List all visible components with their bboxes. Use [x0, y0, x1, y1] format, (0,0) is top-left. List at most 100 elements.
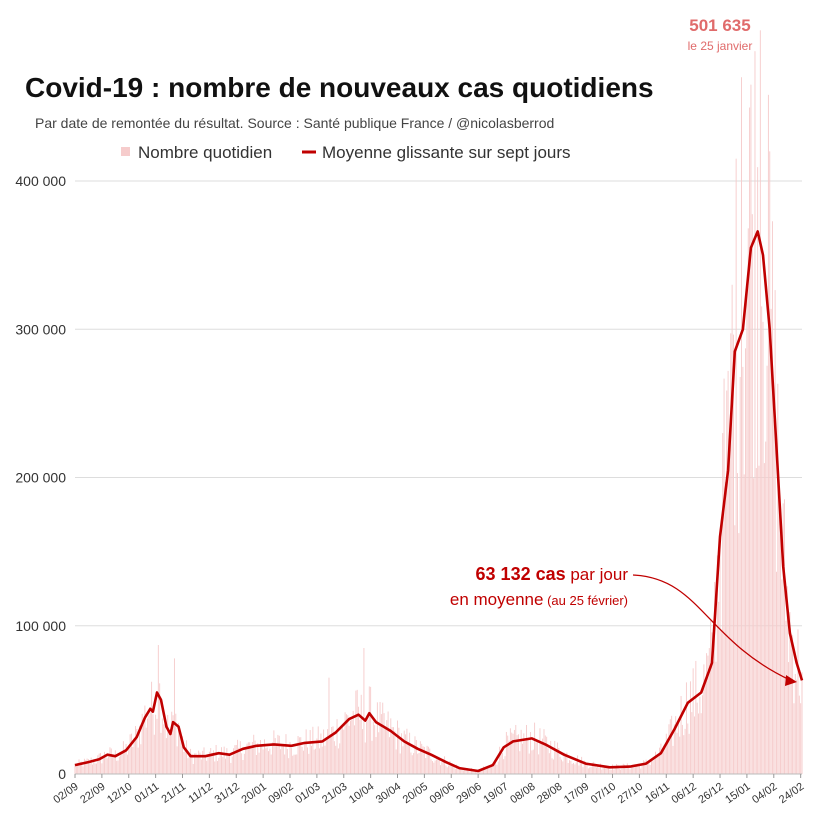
daily-bar	[745, 348, 747, 774]
daily-bar	[726, 390, 728, 774]
daily-bar	[718, 601, 720, 774]
daily-bar	[368, 686, 370, 774]
daily-bar	[274, 738, 276, 774]
y-tick-label: 200 000	[15, 470, 66, 486]
daily-bar	[167, 714, 169, 774]
peak-date: le 25 janvier	[688, 39, 753, 53]
daily-bar	[223, 746, 225, 774]
x-tick-label: 29/06	[454, 781, 483, 807]
daily-bar	[661, 750, 663, 774]
daily-bar	[782, 503, 784, 774]
daily-bar	[255, 755, 257, 774]
daily-bar	[438, 758, 440, 774]
daily-bar	[797, 629, 799, 774]
daily-bar	[288, 758, 290, 774]
daily-bar	[407, 742, 409, 774]
daily-bar	[660, 743, 662, 774]
daily-bar	[125, 743, 127, 774]
daily-bar	[715, 661, 717, 774]
daily-bar	[679, 736, 681, 774]
daily-bar	[227, 755, 229, 774]
daily-bar	[211, 752, 213, 774]
daily-bar	[176, 746, 178, 774]
x-tick-label: 20/05	[401, 781, 430, 807]
daily-bar	[636, 765, 638, 774]
daily-bar	[238, 747, 240, 774]
daily-bar	[122, 741, 124, 774]
daily-bar	[629, 769, 631, 774]
daily-bar	[370, 686, 372, 774]
peak-annotation: 501 635 le 25 janvier	[688, 16, 753, 53]
daily-bar	[614, 766, 616, 774]
daily-bar	[685, 682, 687, 774]
daily-bar	[659, 747, 661, 774]
daily-bar	[112, 756, 114, 774]
latest-value-text: 63 132 cas par jour	[476, 564, 629, 584]
daily-bar	[277, 734, 279, 774]
daily-bar	[206, 760, 208, 774]
daily-bar	[78, 759, 80, 774]
daily-bar	[624, 764, 626, 774]
daily-bar	[203, 747, 205, 774]
daily-bar	[453, 764, 455, 774]
daily-bar	[104, 751, 106, 774]
daily-bar	[340, 726, 342, 774]
daily-bar	[75, 766, 77, 774]
daily-bar	[587, 768, 589, 774]
daily-bar	[722, 433, 724, 774]
daily-bar	[168, 731, 170, 774]
daily-bar	[668, 724, 670, 774]
daily-bar	[311, 745, 312, 774]
daily-bar	[362, 729, 364, 774]
daily-bar	[266, 747, 268, 774]
daily-bar	[339, 743, 341, 774]
daily-bar	[608, 767, 609, 774]
daily-bar	[500, 751, 502, 774]
daily-bar	[358, 706, 360, 774]
daily-bar	[253, 734, 255, 774]
daily-bar	[551, 758, 553, 774]
daily-bar	[350, 720, 351, 774]
daily-bar	[242, 760, 244, 774]
x-tick-label: 02/09	[51, 781, 80, 807]
x-tick-label: 17/09	[562, 781, 591, 807]
daily-bar	[653, 758, 655, 774]
daily-bar	[215, 745, 217, 774]
daily-bar	[114, 750, 116, 774]
daily-bar	[554, 740, 556, 774]
daily-bar	[140, 744, 142, 774]
daily-bar	[567, 762, 569, 774]
daily-bar	[390, 718, 392, 774]
daily-bar	[102, 757, 104, 774]
daily-bar	[241, 753, 243, 774]
x-tick-label: 27/10	[616, 781, 645, 807]
daily-bar	[312, 726, 314, 774]
daily-bar	[216, 761, 218, 774]
daily-bar	[401, 733, 403, 774]
daily-bar	[272, 742, 274, 774]
daily-bar	[175, 713, 177, 774]
daily-bar	[688, 733, 690, 774]
daily-bar	[164, 722, 166, 774]
daily-bar	[465, 768, 467, 774]
latest-avg-text: en moyenne (au 25 février)	[450, 590, 628, 609]
daily-bar	[585, 761, 587, 774]
daily-bar	[530, 731, 532, 774]
annotation-arrowhead	[785, 675, 797, 686]
daily-bar	[374, 725, 376, 774]
daily-bar	[508, 740, 510, 774]
daily-bar	[746, 290, 748, 774]
daily-bar	[771, 221, 773, 774]
daily-bar	[672, 745, 674, 774]
daily-bar	[798, 695, 800, 774]
daily-bar	[702, 695, 704, 774]
daily-bar	[332, 726, 334, 774]
daily-bar	[484, 767, 486, 774]
daily-bar	[108, 756, 110, 774]
daily-bar	[626, 763, 628, 774]
daily-bar	[148, 715, 150, 774]
daily-bar	[766, 365, 768, 774]
x-tick-label: 04/02	[750, 781, 779, 807]
daily-bar	[468, 769, 470, 774]
daily-bar	[778, 502, 780, 774]
